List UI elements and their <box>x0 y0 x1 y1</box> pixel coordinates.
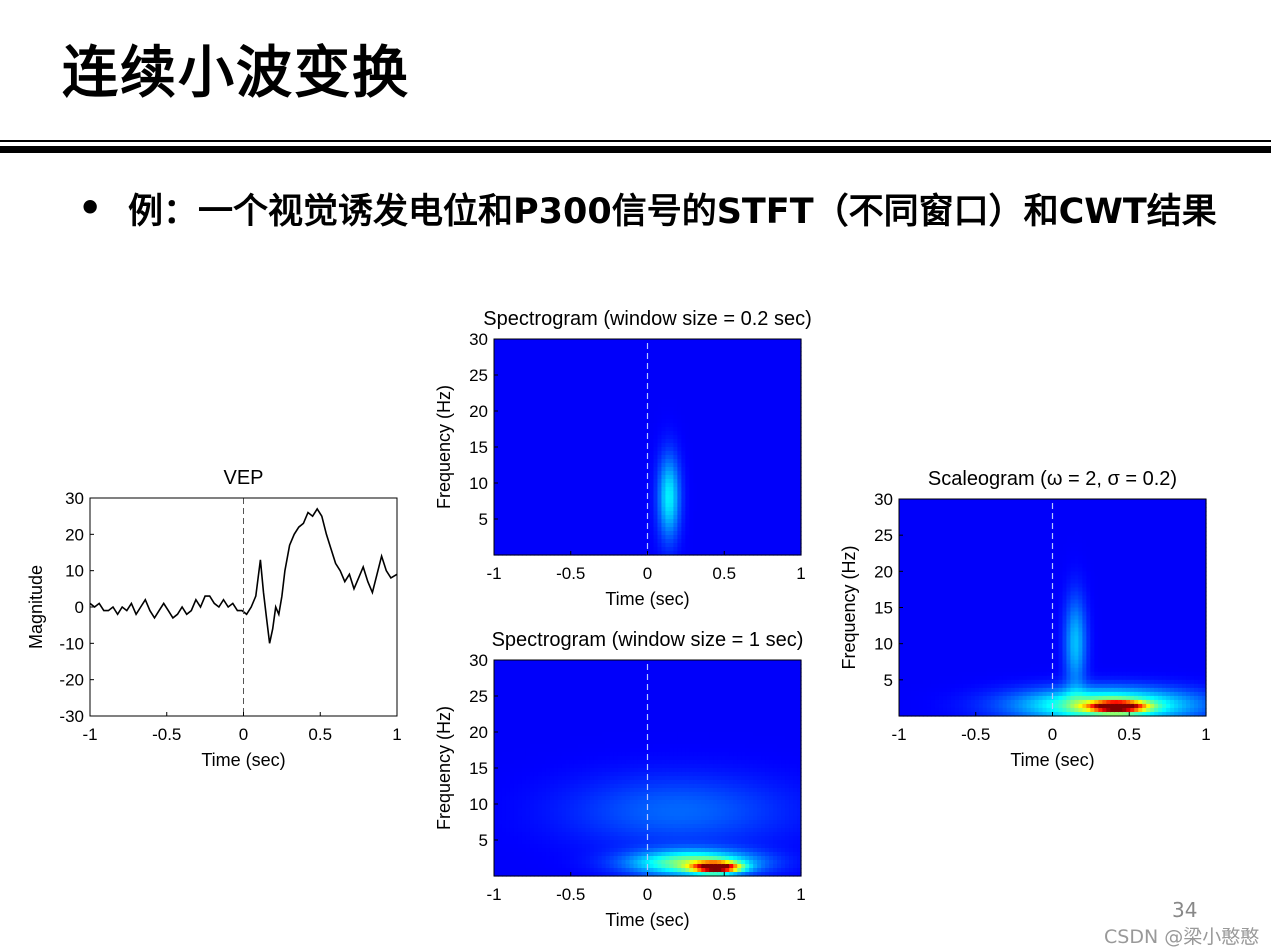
chart-vep: -1 -0.5 0 0.5 1 -30 -20 -10 0 10 20 30 VEP Time (sec)… <box>26 467 402 770</box>
y-tick-label: 20 <box>469 723 488 742</box>
x-tick-label: 0 <box>643 885 652 904</box>
x-tick-label: -1 <box>82 725 97 744</box>
chart-title: Spectrogram (window size = 0.2 sec) <box>483 308 811 330</box>
x-tick-label: 0.5 <box>1117 725 1141 744</box>
heatmap-cells <box>494 660 802 877</box>
x-tick-label: -1 <box>486 885 501 904</box>
y-tick-label: 15 <box>469 759 488 778</box>
y-axis-label: Magnitude <box>26 565 46 649</box>
page-number: 34 <box>1172 898 1198 922</box>
y-tick-label: 10 <box>469 795 488 814</box>
chart-title: Scaleogram (ω = 2, σ = 0.2) <box>928 468 1177 490</box>
y-tick-label: 15 <box>874 599 893 618</box>
y-tick-label: 25 <box>874 526 893 545</box>
y-tick-label: 5 <box>884 671 893 690</box>
y-axis-label: Frequency (Hz) <box>434 706 454 830</box>
x-tick-label: -0.5 <box>152 725 181 744</box>
x-tick-label: -1 <box>486 564 501 583</box>
y-tick-label: 30 <box>469 651 488 670</box>
slide-title: 连续小波变换 <box>62 41 410 106</box>
y-tick-label: 20 <box>65 525 84 544</box>
x-axis-label: Time (sec) <box>605 910 689 930</box>
x-tick-label: 1 <box>796 564 805 583</box>
y-tick-label: 5 <box>479 831 488 850</box>
x-tick-label: 0.5 <box>712 564 736 583</box>
x-tick-label: -0.5 <box>556 885 585 904</box>
y-tick-label: 20 <box>469 402 488 421</box>
y-tick-label: -30 <box>59 707 84 726</box>
y-tick-label: 10 <box>874 635 893 654</box>
title-divider-thin <box>0 140 1271 142</box>
y-tick-label: 10 <box>469 474 488 493</box>
y-tick-label: 25 <box>469 687 488 706</box>
x-tick-label: 0.5 <box>308 725 332 744</box>
x-tick-label: -0.5 <box>961 725 990 744</box>
title-divider-thick <box>0 146 1271 153</box>
y-tick-label: 30 <box>469 330 488 349</box>
x-tick-label: 0.5 <box>712 885 736 904</box>
y-tick-label: 0 <box>75 598 84 617</box>
y-axis-label: Frequency (Hz) <box>839 545 859 669</box>
x-axis-label: Time (sec) <box>201 750 285 770</box>
x-tick-label: -1 <box>891 725 906 744</box>
heatmap-cells <box>494 339 802 556</box>
x-tick-label: 0 <box>239 725 248 744</box>
x-axis-label: Time (sec) <box>1010 750 1094 770</box>
y-axis-label: Frequency (Hz) <box>434 385 454 509</box>
y-tick-label: 30 <box>874 490 893 509</box>
y-tick-label: 25 <box>469 366 488 385</box>
x-tick-label: 0 <box>1048 725 1057 744</box>
y-tick-label: -20 <box>59 671 84 690</box>
y-tick-label: -10 <box>59 634 84 653</box>
y-tick-label: 30 <box>65 489 84 508</box>
bullet-text: 例：一个视觉诱发电位和P300信号的STFT（不同窗口）和CWT结果 <box>128 192 1217 232</box>
x-tick-label: 1 <box>796 885 805 904</box>
x-tick-label: 1 <box>392 725 401 744</box>
heatmap-cells <box>899 499 1207 717</box>
chart-title: VEP <box>223 467 263 489</box>
chart-title: Spectrogram (window size = 1 sec) <box>492 629 804 651</box>
x-axis-label: Time (sec) <box>605 589 689 609</box>
y-tick-label: 5 <box>479 510 488 529</box>
watermark: CSDN @梁小憨憨 <box>1104 926 1260 948</box>
x-tick-label: 0 <box>643 564 652 583</box>
x-tick-label: -0.5 <box>556 564 585 583</box>
bullet-marker: • <box>78 186 103 230</box>
y-tick-label: 20 <box>874 562 893 581</box>
x-tick-label: 1 <box>1201 725 1210 744</box>
y-tick-label: 10 <box>65 562 84 581</box>
y-tick-label: 15 <box>469 438 488 457</box>
vep-series-line <box>89 507 398 644</box>
